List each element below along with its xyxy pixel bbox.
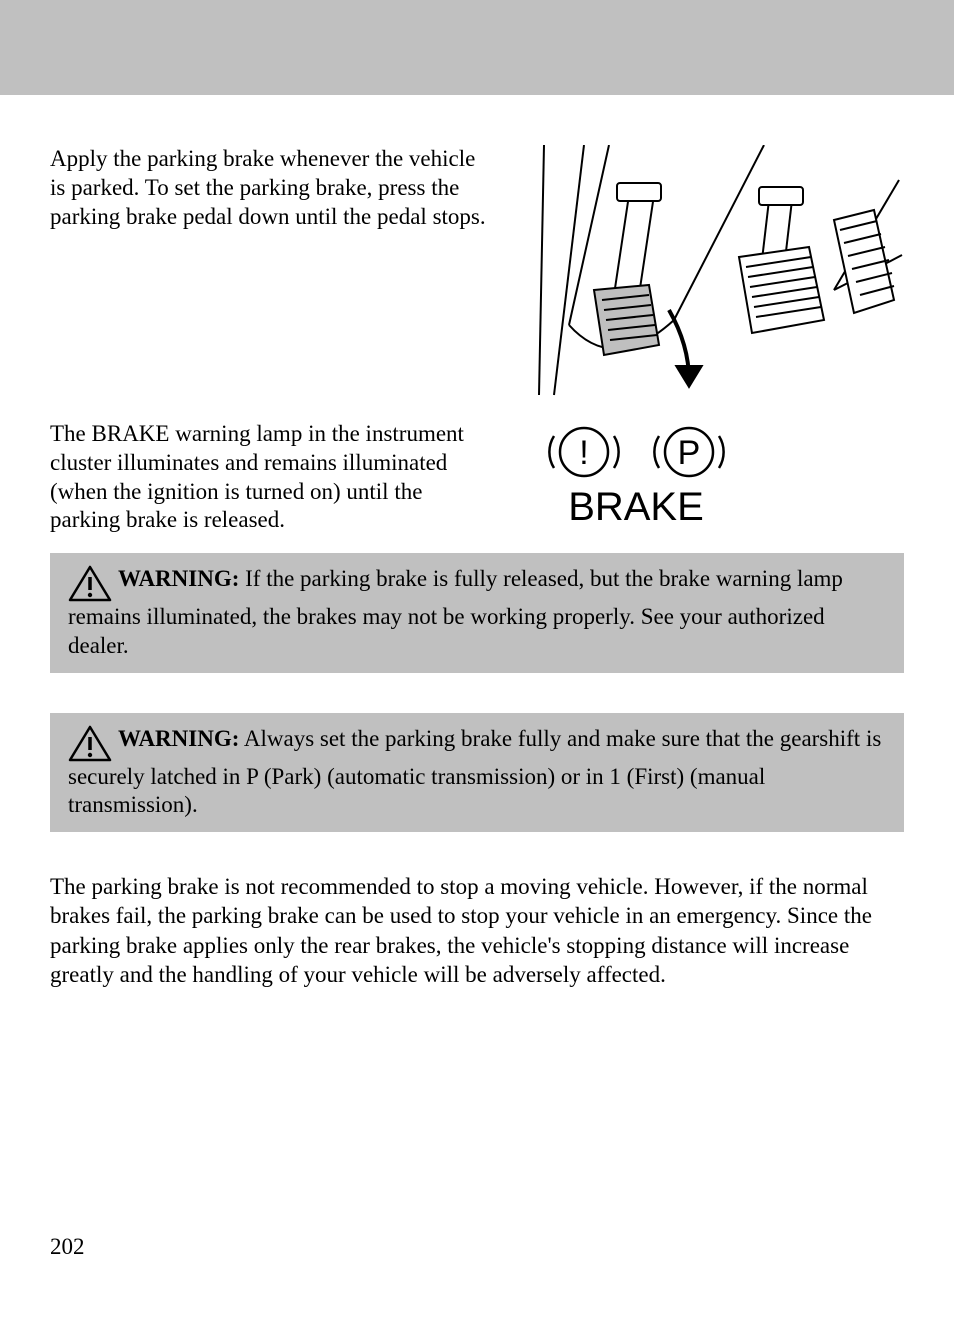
section-2: The BRAKE warning lamp in the instrument… [50,420,904,535]
pedal-illustration [514,145,904,405]
page-number: 202 [50,1234,85,1260]
pedal-illustration-wrap [514,145,904,410]
para-1: Apply the parking brake whenever the veh… [50,145,494,410]
indicator-symbol-2: P [678,434,701,472]
indicator-label: BRAKE [568,485,704,529]
warning-1-label: WARNING: [118,566,239,591]
indicator-symbol-1: ! [579,434,588,472]
brake-indicator-wrap: ! P BRAKE [514,420,904,535]
para-3: The parking brake is not recommended to … [50,872,904,990]
warning-box-2: WARNING: Always set the parking brake fu… [50,713,904,833]
warning-triangle-icon [68,725,112,763]
page-content: Apply the parking brake whenever the veh… [0,95,954,990]
warning-box-1: WARNING: If the parking brake is fully r… [50,553,904,673]
header-bar [0,0,954,95]
warning-triangle-icon [68,565,112,603]
warning-2-label: WARNING: [118,726,239,751]
section-1: Apply the parking brake whenever the veh… [50,145,904,410]
brake-indicator-icon: ! P BRAKE [514,420,774,530]
para-2: The BRAKE warning lamp in the instrument… [50,420,494,535]
